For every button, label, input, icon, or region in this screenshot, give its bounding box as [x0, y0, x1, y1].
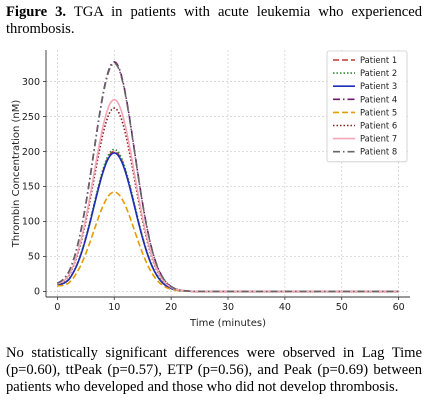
figure-label: Figure 3.: [6, 4, 67, 20]
statistics-note: No statistically significant differences…: [6, 345, 422, 395]
figure-caption: Figure 3. TGA in patients with acute leu…: [6, 4, 422, 38]
legend-label-patient-8: Patient 8: [360, 147, 397, 157]
legend: Patient 1 Patient 2 Patient 3 Patient 4 Pati…: [326, 50, 408, 163]
legend-label-patient-5: Patient 5: [360, 107, 397, 117]
x-tick-label: 30: [222, 302, 234, 313]
y-tick-label: 250: [22, 112, 40, 123]
y-axis-label: Thrombin Concentration (nM): [11, 100, 22, 249]
x-axis-label: Time (minutes): [189, 318, 266, 329]
legend-label-patient-4: Patient 4: [360, 94, 397, 104]
legend-label-patient-7: Patient 7: [360, 134, 397, 144]
x-tick-label: 0: [54, 302, 60, 313]
y-tick-label: 300: [22, 77, 40, 88]
y-tick-label: 50: [28, 252, 40, 263]
series-line-patient-8: [57, 62, 399, 293]
legend-label-patient-1: Patient 1: [360, 55, 397, 65]
thrombin-chart: 0 10 20 30 40 50 60 0 50 100 150 200 250 300 Time (mi…: [11, 50, 410, 329]
y-tick-label: 100: [22, 217, 40, 228]
legend-label-patient-2: Patient 2: [360, 68, 397, 78]
axes: [43, 50, 410, 300]
series-lines: [57, 61, 399, 293]
figure-caption-text: TGA in patients with acute leukemia who …: [6, 4, 422, 37]
legend-box: [326, 50, 408, 163]
legend-label-patient-6: Patient 6: [360, 121, 397, 131]
y-tick-label: 150: [22, 182, 40, 193]
x-tick-label: 50: [336, 302, 348, 313]
y-tick-label: 0: [34, 287, 40, 298]
tick-labels: 0 10 20 30 40 50 60 0 50 100 150 200 250 300: [22, 77, 405, 313]
legend-label-patient-3: Patient 3: [360, 81, 397, 91]
x-tick-label: 60: [393, 302, 405, 313]
x-tick-label: 20: [165, 302, 177, 313]
y-tick-label: 200: [22, 147, 40, 158]
x-tick-label: 40: [279, 302, 291, 313]
x-tick-label: 10: [108, 302, 120, 313]
